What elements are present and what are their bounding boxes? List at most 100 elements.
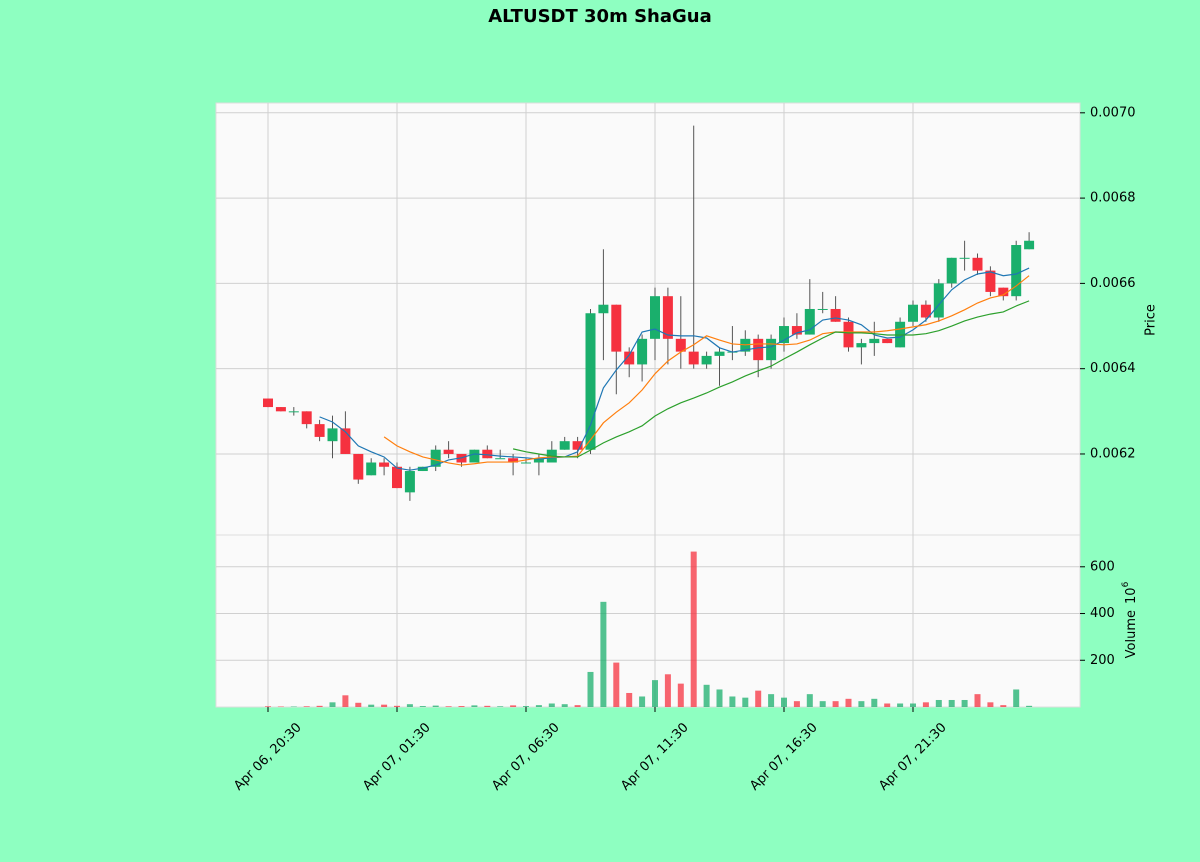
candle-body — [972, 257, 983, 271]
volume-bar — [523, 706, 529, 707]
x-tick-label: Apr 06, 20:30 — [231, 720, 304, 793]
volume-bar — [419, 706, 426, 707]
volume-bar — [458, 706, 465, 707]
volume-bar — [690, 551, 697, 707]
candle-body — [611, 304, 622, 352]
candle-body — [469, 449, 480, 463]
volume-bar — [1026, 705, 1033, 707]
candle-body — [830, 308, 841, 322]
candle-body — [920, 304, 931, 318]
x-tick-label: Apr 07, 21:30 — [876, 720, 949, 793]
volume-bar — [432, 705, 439, 707]
candle-body — [1011, 245, 1022, 297]
candle-body — [624, 351, 635, 365]
volume-bar — [677, 683, 684, 707]
volume-bar — [974, 694, 981, 707]
candle-body — [650, 296, 660, 339]
volume-bar — [897, 703, 904, 707]
candle-body — [791, 326, 802, 335]
volume-bar — [303, 706, 310, 707]
volume-bar — [535, 705, 542, 707]
x-tick-label: Apr 07, 11:30 — [618, 720, 691, 793]
candle-body — [521, 462, 531, 464]
candle-body — [933, 283, 944, 318]
y-tick-label: 0.0062 — [1090, 446, 1136, 461]
volume-bar — [368, 704, 375, 707]
candle-body — [985, 270, 996, 292]
candle-body — [946, 257, 957, 284]
candle-body — [572, 441, 583, 450]
volume-bar — [987, 702, 994, 707]
volume-bar — [858, 701, 865, 707]
candle-body — [288, 411, 299, 413]
candle-body — [275, 407, 286, 412]
candle-body — [559, 441, 570, 450]
volume-bar — [639, 696, 646, 707]
x-tick-label: Apr 07, 01:30 — [360, 720, 433, 793]
volume-bar — [716, 689, 723, 707]
candle-body — [779, 326, 789, 344]
volume-bar — [342, 695, 349, 707]
candle-body — [482, 449, 493, 459]
candle-body — [404, 471, 415, 493]
volume-bar — [948, 699, 955, 707]
candle-body — [856, 343, 867, 348]
volume-bar — [1013, 689, 1020, 707]
candle-body — [675, 338, 686, 352]
candle-body — [263, 398, 273, 408]
candle-body — [366, 462, 377, 476]
candle-body — [327, 428, 338, 442]
candle-body — [998, 287, 1009, 297]
volume-bar — [871, 698, 878, 707]
candle-body — [662, 296, 673, 339]
volume-bar — [884, 703, 891, 707]
volume-bar — [935, 699, 942, 707]
candle-body — [495, 458, 506, 460]
y-tick-label: 0.0070 — [1090, 105, 1136, 120]
candle-body — [301, 411, 312, 425]
volume-axis-label: Volume 106 — [1121, 581, 1139, 658]
volume-bar — [600, 601, 607, 707]
x-tick-label: Apr 07, 16:30 — [747, 720, 820, 793]
candle-body — [637, 338, 648, 365]
volume-bar — [793, 701, 800, 707]
volume-label-text: Volume — [1124, 610, 1139, 658]
volume-bar — [961, 699, 968, 707]
volume-bar — [355, 702, 362, 707]
candle-body — [314, 424, 325, 437]
volume-bar — [613, 662, 620, 707]
volume-bar — [587, 671, 594, 707]
candle-body — [908, 304, 918, 322]
volume-bar — [819, 701, 826, 707]
chart-title: ALTUSDT 30m ShaGua — [488, 6, 712, 27]
candle-body — [804, 308, 815, 335]
volume-bar — [497, 706, 504, 707]
candle-body — [508, 458, 519, 463]
candle-body — [714, 351, 725, 356]
volume-exponent-base: 10 — [1124, 587, 1139, 604]
candle-body — [353, 453, 364, 480]
volume-bar — [703, 684, 710, 707]
volume-bar — [316, 705, 323, 707]
candle-body — [1024, 240, 1035, 250]
volume-bar — [1000, 705, 1007, 707]
y-tick-label: 0.0066 — [1090, 276, 1136, 291]
volume-bar — [626, 692, 633, 707]
volume-bar — [781, 697, 787, 707]
candle-body — [598, 304, 609, 314]
volume-bar — [845, 698, 852, 707]
moving-average-line — [512, 300, 1030, 458]
candle-body — [843, 321, 854, 348]
volume-bar — [910, 703, 916, 707]
volume-bar — [664, 674, 671, 707]
volume-bar — [381, 704, 388, 707]
y-tick-label: 0.0068 — [1090, 191, 1136, 206]
candle-body — [869, 338, 880, 344]
volume-bar — [768, 694, 775, 707]
candle-body — [959, 257, 970, 259]
volume-panel — [215, 534, 1081, 708]
candle-body — [379, 462, 390, 467]
volume-bar — [510, 705, 517, 707]
candle-body — [417, 466, 428, 472]
